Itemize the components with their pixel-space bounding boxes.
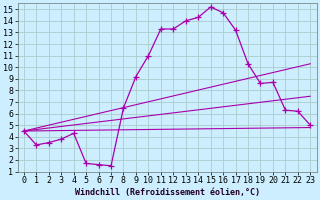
X-axis label: Windchill (Refroidissement éolien,°C): Windchill (Refroidissement éolien,°C) xyxy=(75,188,260,197)
